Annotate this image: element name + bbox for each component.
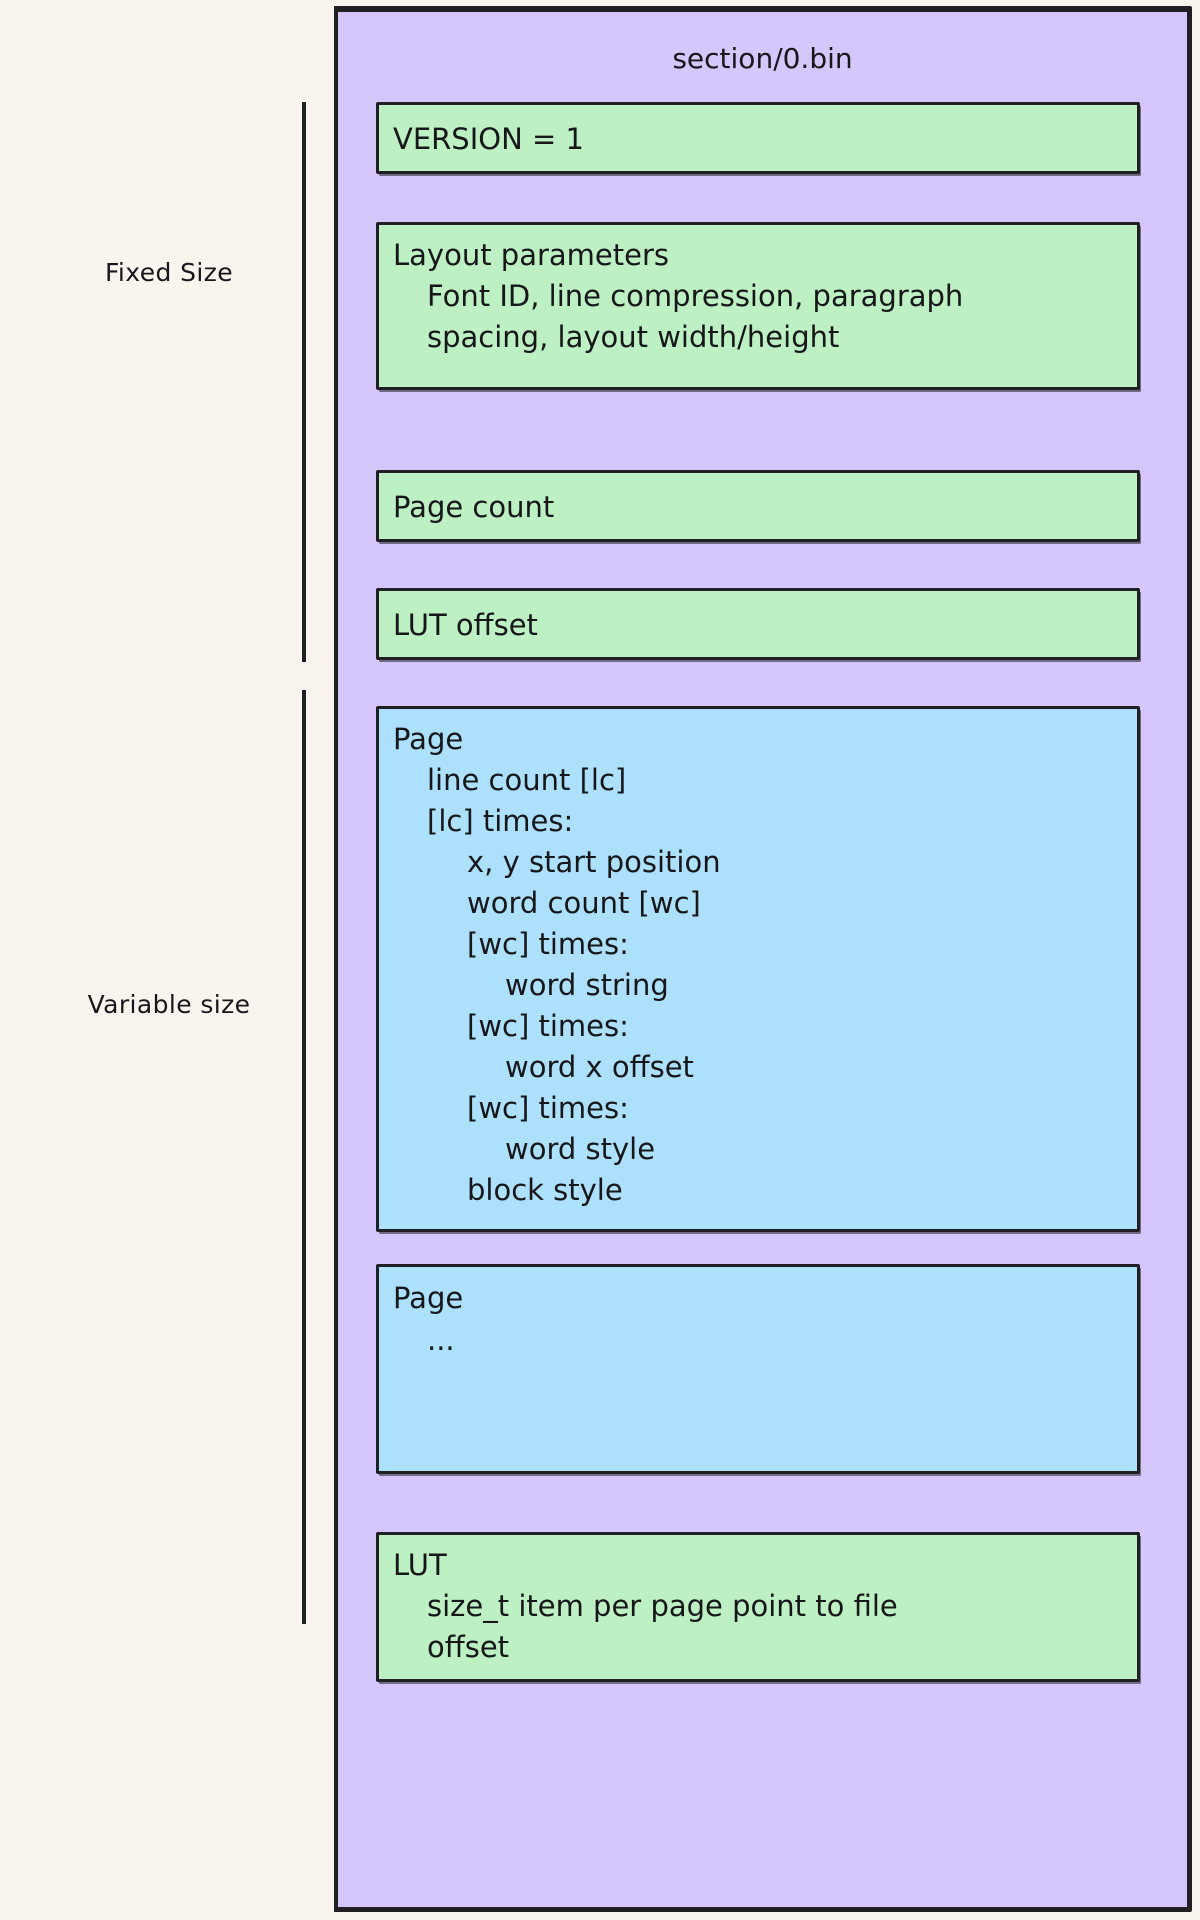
block-page-first-line-1: line count [lc] <box>427 763 627 797</box>
block-page-first-line-11: block style <box>467 1173 623 1207</box>
block-page-first-line-9: [wc] times: <box>467 1091 629 1125</box>
block-page-first-line-7: [wc] times: <box>467 1009 629 1043</box>
block-page-more-line-1: ... <box>427 1323 455 1357</box>
variable-size-span-bar <box>302 690 306 1624</box>
block-lut-offset-line-0: LUT offset <box>393 608 538 642</box>
block-page-first-line-4: word count [wc] <box>467 886 701 920</box>
block-page-first-line-5: [wc] times: <box>467 927 629 961</box>
block-page-first-line-10: word style <box>505 1132 656 1166</box>
block-version-line-0: VERSION = 1 <box>393 122 584 156</box>
block-lut: LUT size_t item per page point to file o… <box>376 1532 1140 1682</box>
block-page-more-line-0: Page <box>393 1281 464 1315</box>
block-lut-line-1: size_t item per page point to file <box>427 1589 898 1623</box>
variable-size-label: Variable size <box>87 990 251 1019</box>
block-page-first-line-8: word x offset <box>505 1050 694 1084</box>
block-page-count-line-0: Page count <box>393 490 555 524</box>
block-page-first-line-6: word string <box>505 968 669 1002</box>
fixed-size-span-bar <box>302 102 306 662</box>
block-lut-line-0: LUT <box>393 1548 447 1582</box>
fixed-size-label: Fixed Size <box>104 258 234 287</box>
block-page-first: Page line count [lc] [lc] times: x, y st… <box>376 706 1140 1232</box>
file-container: section/0.bin VERSION = 1 Layout paramet… <box>338 8 1190 1910</box>
block-lut-line-2: offset <box>427 1630 510 1664</box>
block-version: VERSION = 1 <box>376 102 1140 174</box>
block-layout-parameters: Layout parameters Font ID, line compress… <box>376 222 1140 390</box>
block-layout-line-2: spacing, layout width/height <box>427 320 840 354</box>
block-page-more: Page ... <box>376 1264 1140 1474</box>
block-page-count: Page count <box>376 470 1140 542</box>
block-page-first-line-3: x, y start position <box>467 845 721 879</box>
block-layout-line-0: Layout parameters <box>393 238 670 272</box>
size-category-column: Fixed Size Variable size <box>4 6 338 1912</box>
block-lut-offset: LUT offset <box>376 588 1140 660</box>
block-page-first-line-2: [lc] times: <box>427 804 574 838</box>
file-title: section/0.bin <box>672 42 853 75</box>
block-layout-line-1: Font ID, line compression, paragraph <box>427 279 964 313</box>
block-page-first-line-0: Page <box>393 722 464 756</box>
